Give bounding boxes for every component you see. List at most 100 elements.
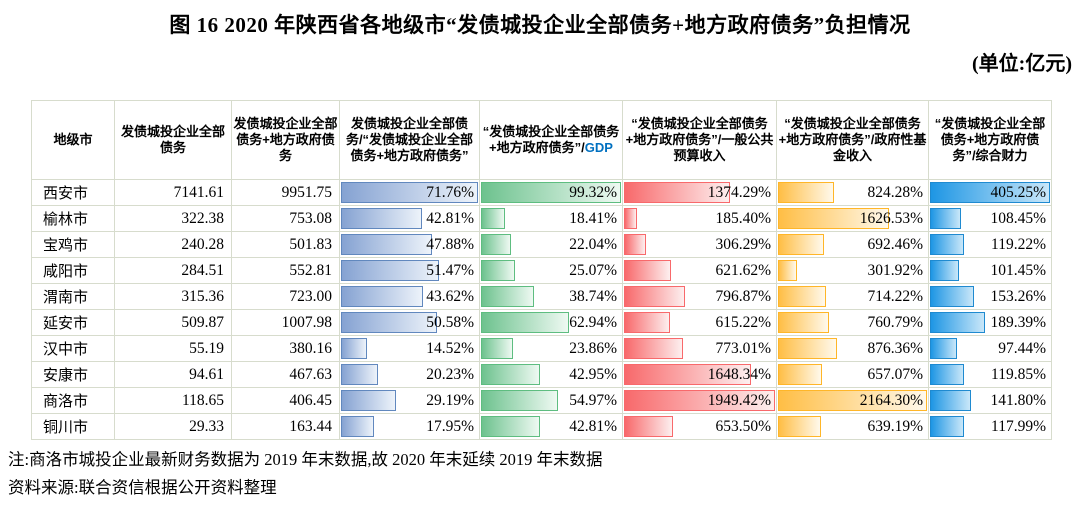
budget-data-bar — [624, 390, 775, 411]
table-body: 西安市 7141.61 9951.75 71.76% 99.32% 1374.29% 824… — [31, 179, 1052, 440]
debt-value-cell: 94.61 — [114, 361, 232, 388]
city-cell: 延安市 — [31, 309, 115, 336]
gdp-ratio-cell: 18.41% — [479, 205, 623, 232]
gdp-ratio-cell: 54.97% — [479, 387, 623, 414]
fund-ratio-value: 714.22% — [867, 288, 923, 305]
column-header-gdp-ratio: “发债城投企业全部债务+地方政府债务”/GDP — [479, 100, 623, 180]
debt-value-cell: 240.28 — [114, 231, 232, 258]
gdp-data-bar — [481, 260, 515, 281]
table-row: 铜川市 29.33 163.44 17.95% 42.81% 653.50% 639.19%… — [31, 413, 1052, 440]
fund-ratio-value: 657.07% — [867, 366, 923, 383]
fiscal-ratio-value: 97.44% — [998, 340, 1046, 357]
budget-ratio-cell: 621.62% — [622, 257, 777, 284]
debt-burden-table: 地级市 发债城投企业全部债务 发债城投企业全部债务+地方政府债务 发债城投企业全… — [31, 100, 1052, 440]
ratio-data-bar — [341, 338, 368, 359]
fund-data-bar — [778, 208, 890, 229]
city-cell: 咸阳市 — [31, 257, 115, 284]
fund-data-bar — [778, 260, 798, 281]
fund-ratio-cell: 714.22% — [776, 283, 929, 310]
budget-ratio-value: 1374.29% — [707, 184, 771, 201]
fiscal-ratio-value: 119.22% — [991, 236, 1046, 253]
gdp-header-highlight: GDP — [584, 140, 613, 155]
fund-ratio-value: 692.46% — [867, 236, 923, 253]
budget-data-bar — [624, 364, 752, 385]
table-row: 汉中市 55.19 380.16 14.52% 23.86% 773.01% 876.36%… — [31, 335, 1052, 362]
gdp-ratio-cell: 62.94% — [479, 309, 623, 336]
fund-ratio-cell: 692.46% — [776, 231, 929, 258]
fund-ratio-value: 876.36% — [867, 340, 923, 357]
city-cell: 西安市 — [31, 179, 115, 206]
debt-value-cell: 284.51 — [114, 257, 232, 284]
gdp-ratio-cell: 99.32% — [479, 179, 623, 206]
fiscal-data-bar — [930, 338, 958, 359]
fund-ratio-cell: 2164.30% — [776, 387, 929, 414]
budget-ratio-value: 653.50% — [715, 418, 771, 435]
budget-ratio-cell: 615.22% — [622, 309, 777, 336]
column-header-fiscal-ratio: “发债城投企业全部债务+地方政府债务”/综合财力 — [928, 100, 1052, 180]
gdp-ratio-value: 42.95% — [569, 366, 617, 383]
budget-ratio-value: 773.01% — [715, 340, 771, 357]
figure-notes: 注:商洛市城投企业最新财务数据为 2019 年末数据,故 2020 年末延续 2… — [8, 446, 602, 502]
fund-ratio-cell: 1626.53% — [776, 205, 929, 232]
fiscal-data-bar — [930, 260, 959, 281]
gdp-ratio-value: 38.74% — [569, 288, 617, 305]
ratio-ratio-value: 17.95% — [426, 418, 474, 435]
debt-value-cell: 29.33 — [114, 413, 232, 440]
gdp-ratio-cell: 42.95% — [479, 361, 623, 388]
column-header-total-debt: 发债城投企业全部债务+地方政府债务 — [231, 100, 340, 180]
fund-data-bar — [778, 338, 838, 359]
column-header-fund-ratio: “发债城投企业全部债务+地方政府债务”/政府性基金收入 — [776, 100, 929, 180]
ratio-ratio-value: 47.88% — [426, 236, 474, 253]
budget-data-bar — [624, 234, 647, 255]
fiscal-data-bar — [930, 416, 964, 437]
table-row: 延安市 509.87 1007.98 50.58% 62.94% 615.22% 760.7… — [31, 309, 1052, 336]
gdp-ratio-cell: 25.07% — [479, 257, 623, 284]
fiscal-ratio-value: 108.45% — [990, 210, 1046, 227]
total-debt-value-cell: 501.83 — [231, 231, 340, 258]
fiscal-ratio-cell: 119.22% — [928, 231, 1052, 258]
gdp-ratio-value: 23.86% — [569, 340, 617, 357]
gdp-ratio-cell: 23.86% — [479, 335, 623, 362]
fiscal-ratio-cell: 97.44% — [928, 335, 1052, 362]
budget-ratio-value: 1949.42% — [707, 392, 771, 409]
gdp-data-bar — [481, 312, 569, 333]
fiscal-ratio-cell: 108.45% — [928, 205, 1052, 232]
total-debt-value-cell: 467.63 — [231, 361, 340, 388]
debt-value-cell: 509.87 — [114, 309, 232, 336]
table-row: 渭南市 315.36 723.00 43.62% 38.74% 796.87% 714.22… — [31, 283, 1052, 310]
ratio-data-bar — [341, 312, 437, 333]
gdp-ratio-cell: 42.81% — [479, 413, 623, 440]
city-cell: 榆林市 — [31, 205, 115, 232]
ratio-data-bar — [341, 390, 396, 411]
fund-ratio-value: 2164.30% — [859, 392, 923, 409]
table-row: 榆林市 322.38 753.08 42.81% 18.41% 185.40% 1626.5… — [31, 205, 1052, 232]
fiscal-ratio-cell: 153.26% — [928, 283, 1052, 310]
fund-ratio-cell: 639.19% — [776, 413, 929, 440]
ratio-ratio-cell: 20.23% — [339, 361, 480, 388]
column-header-debt-ratio: 发债城投企业全部债务/“发债城投企业全部债务+地方政府债务” — [339, 100, 480, 180]
figure-title: 图 16 2020 年陕西省各地级市“发债城投企业全部债务+地方政府债务”负担情… — [169, 13, 911, 37]
budget-data-bar — [624, 338, 683, 359]
total-debt-value-cell: 406.45 — [231, 387, 340, 414]
fund-ratio-value: 760.79% — [867, 314, 923, 331]
budget-ratio-cell: 306.29% — [622, 231, 777, 258]
ratio-ratio-value: 14.52% — [426, 340, 474, 357]
total-debt-value-cell: 9951.75 — [231, 179, 340, 206]
fiscal-data-bar — [930, 208, 961, 229]
ratio-ratio-value: 42.81% — [426, 210, 474, 227]
city-cell: 汉中市 — [31, 335, 115, 362]
fiscal-ratio-value: 119.85% — [991, 366, 1046, 383]
gdp-ratio-value: 18.41% — [569, 210, 617, 227]
fund-ratio-cell: 301.92% — [776, 257, 929, 284]
fund-data-bar — [778, 182, 834, 203]
ratio-ratio-cell: 51.47% — [339, 257, 480, 284]
budget-ratio-value: 306.29% — [715, 236, 771, 253]
ratio-data-bar — [341, 286, 424, 307]
fund-ratio-cell: 657.07% — [776, 361, 929, 388]
gdp-header-prefix: “发债城投企业全部债务+地方政府债务”/ — [482, 123, 620, 155]
table-row: 宝鸡市 240.28 501.83 47.88% 22.04% 306.29% 692.46… — [31, 231, 1052, 258]
city-cell: 渭南市 — [31, 283, 115, 310]
debt-value-cell: 322.38 — [114, 205, 232, 232]
budget-data-bar — [624, 416, 674, 437]
ratio-ratio-cell: 71.76% — [339, 179, 480, 206]
